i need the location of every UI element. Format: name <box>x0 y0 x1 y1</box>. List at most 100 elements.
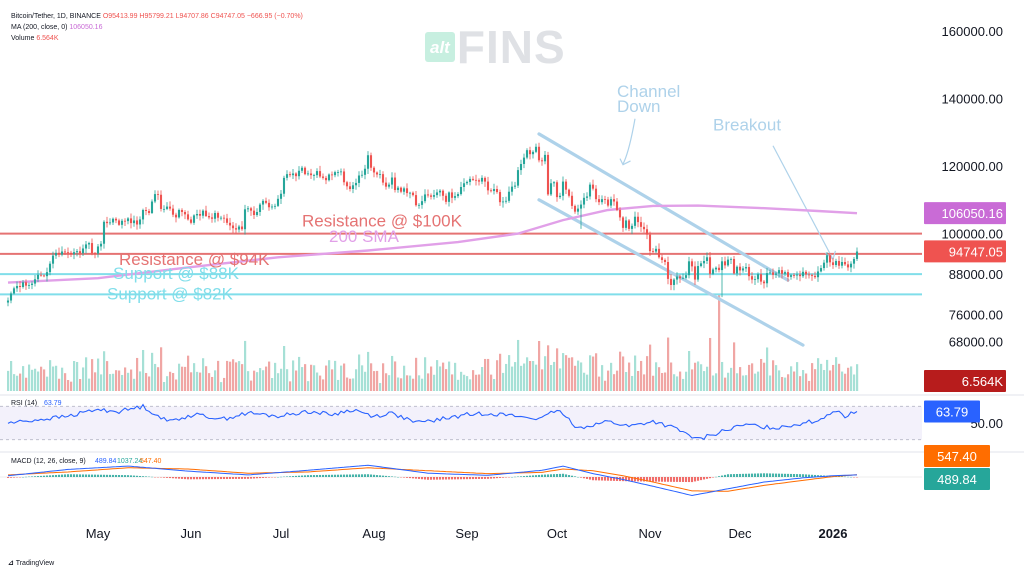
candle-body <box>456 194 460 197</box>
candle-body <box>201 210 205 216</box>
macd-histogram-bar <box>655 477 658 482</box>
candle-body <box>321 176 325 178</box>
ohlc-values: O95413.99 H95799.21 L94707.86 C94747.05 … <box>102 13 303 20</box>
macd-histogram-bar <box>265 477 268 478</box>
macd-histogram-bar <box>442 477 445 480</box>
macd-histogram-bar <box>49 475 52 477</box>
candle-body <box>816 271 820 278</box>
volume-bar <box>154 363 157 391</box>
candle-body <box>141 209 145 220</box>
volume-bar <box>247 371 250 391</box>
volume-bar <box>643 374 646 391</box>
candle-body <box>708 257 712 274</box>
volume-bar <box>148 376 151 391</box>
candle-body <box>465 181 469 184</box>
macd-histogram-bar <box>769 473 772 477</box>
macd-histogram-bar <box>610 477 613 481</box>
macd-histogram-bar <box>373 474 376 477</box>
macd-histogram-bar <box>700 477 703 481</box>
candle-body <box>501 201 505 203</box>
macd-histogram-bar <box>268 477 271 478</box>
macd-histogram-bar <box>421 477 424 480</box>
macd-histogram-bar <box>169 477 172 479</box>
volume-bar <box>466 376 469 391</box>
macd-histogram-bar <box>793 474 796 477</box>
macd-histogram-bar <box>235 477 238 479</box>
volume-bar <box>841 371 844 391</box>
candle-body <box>132 220 136 224</box>
annotation-label: 200 SMA <box>329 227 400 246</box>
volume-bar <box>109 374 112 391</box>
candle-body <box>351 185 355 190</box>
volume-bar <box>697 361 700 391</box>
volume-bar <box>232 359 235 391</box>
volume-bar <box>316 372 319 391</box>
macd-histogram-bar <box>91 474 94 477</box>
candle-body <box>555 182 559 198</box>
candle-body <box>432 195 436 197</box>
candle-body <box>810 274 814 276</box>
volume-bar <box>295 370 298 391</box>
candle-body <box>534 146 538 152</box>
candle-body <box>750 276 754 280</box>
volume-bar <box>706 366 709 391</box>
rsi-tag-label: 63.79 <box>936 405 969 420</box>
candle-body <box>723 261 727 266</box>
time-tick-label: Jul <box>273 526 290 541</box>
macd-label: MACD (12, 26, close, 9) <box>11 458 86 465</box>
macd-histogram-bar <box>802 474 805 477</box>
macd-histogram-bar <box>31 476 34 477</box>
candle-body <box>807 274 811 276</box>
breakout-arrow <box>772 145 834 260</box>
candle-body <box>495 189 499 193</box>
macd-histogram-bar <box>676 477 679 482</box>
volume-bar <box>529 361 532 391</box>
volume-label[interactable]: Volume <box>11 35 35 42</box>
macd-histogram-bar <box>64 474 67 477</box>
volume-bar <box>820 363 823 391</box>
candle-body <box>642 226 646 230</box>
candle-body <box>693 266 697 280</box>
candle-body <box>795 274 799 276</box>
volume-bar <box>304 364 307 391</box>
volume-bar <box>277 373 280 391</box>
macd-histogram-bar <box>106 474 109 477</box>
candle-body <box>768 272 772 274</box>
candle-body <box>126 218 130 222</box>
candle-body <box>696 266 700 280</box>
candle-body <box>96 246 100 254</box>
volume-bar <box>571 357 574 391</box>
candle-body <box>45 272 49 277</box>
candle-body <box>402 188 406 192</box>
rsi-tag <box>924 400 980 423</box>
candle-body <box>213 213 217 219</box>
macd-histogram-bar <box>367 474 370 477</box>
volume-bar <box>415 357 418 391</box>
macd-histogram-bar <box>751 473 754 477</box>
volume-bar <box>844 373 847 391</box>
candle-body <box>591 184 595 189</box>
candle-body <box>699 263 703 267</box>
candle-body <box>543 154 547 162</box>
volume-value: 6.564K <box>36 35 59 42</box>
candle-body <box>147 210 151 214</box>
macd-histogram-bar <box>100 474 103 477</box>
macd-histogram-bar <box>589 477 592 480</box>
candle-body <box>813 275 817 278</box>
volume-bar <box>379 383 382 391</box>
candle-body <box>654 248 658 252</box>
candle-body <box>705 257 709 261</box>
volume-bar <box>199 372 202 391</box>
macd-histogram-bar <box>673 477 676 482</box>
volume-bar <box>364 371 367 391</box>
symbol-title[interactable]: Bitcoin/Tether, 1D, BINANCE <box>11 13 101 20</box>
volume-bar <box>181 366 184 391</box>
candle-body <box>486 181 490 191</box>
macd-histogram-bar <box>316 475 319 477</box>
ma-label[interactable]: MA (200, close, 0) <box>11 24 68 31</box>
tradingview-brand[interactable]: ⊿ TradingView <box>8 559 54 567</box>
candle-body <box>309 173 313 176</box>
volume-bar <box>829 370 832 391</box>
symbol-header: Bitcoin/Tether, 1D, BINANCE O95413.99 H9… <box>11 12 303 21</box>
